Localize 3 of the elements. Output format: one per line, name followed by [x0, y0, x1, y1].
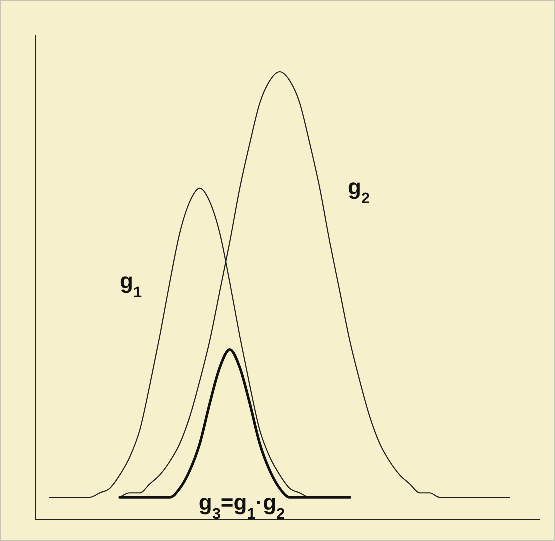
series-label: g$_{3}$=g$_{1}$·g$_{2}$ — [198, 490, 286, 522]
series-label: g$_{2}$ — [348, 174, 370, 207]
series-label: g$_{1}$ — [120, 268, 142, 302]
